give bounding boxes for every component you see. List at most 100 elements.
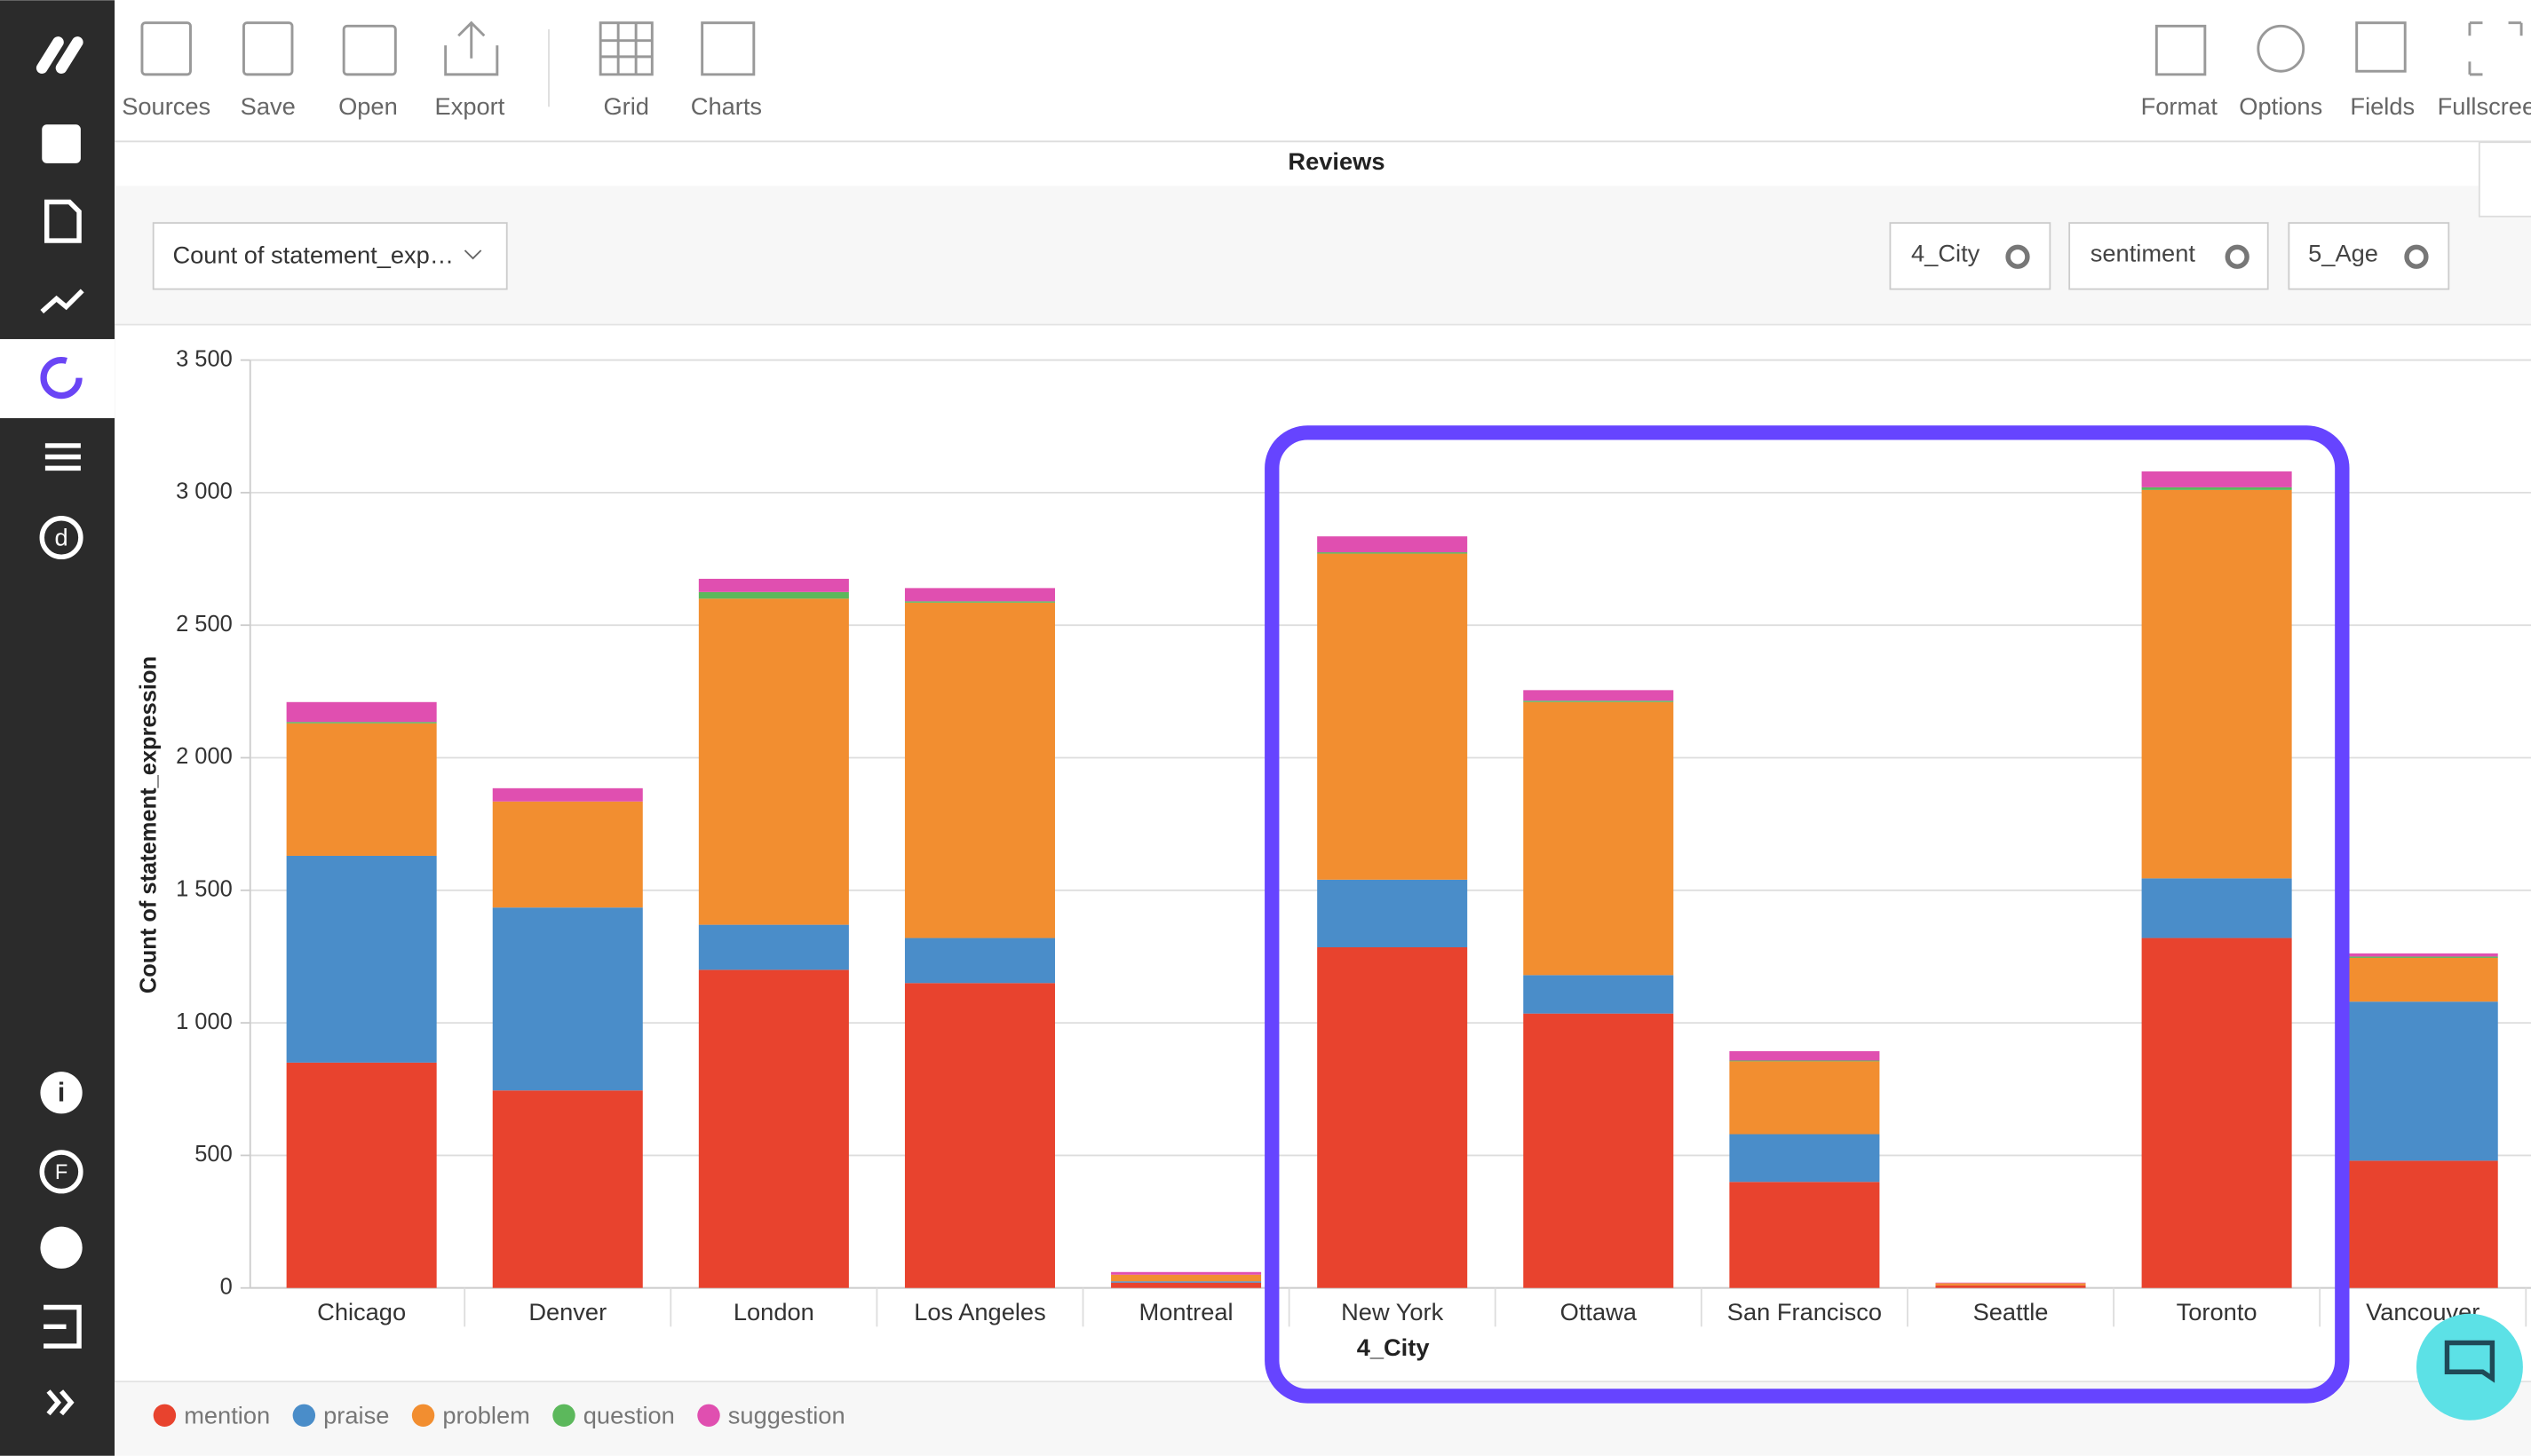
bar-segment [1317,536,1468,553]
toolbar-label[interactable]: Sources [122,92,210,120]
bar-segment [492,801,643,908]
bar-segment [2347,1001,2498,1161]
legend-marker [292,1404,316,1428]
bar-segment [492,907,643,1091]
bar-segment [698,924,849,970]
legend-marker [411,1404,435,1428]
bar-segment [2347,953,2498,957]
gear-icon[interactable] [2225,244,2249,269]
toolbar-label[interactable]: Options [2239,92,2322,120]
chat-button[interactable] [2416,1313,2523,1420]
sidebar [0,0,115,1456]
bar-segment [1729,1182,1880,1288]
legend-label: question [583,1401,675,1428]
y-tick-label: 2 000 [176,744,233,769]
toolbar-label[interactable]: Fields [2350,92,2415,120]
bar-segment [2347,1160,2498,1288]
bar-segment [698,969,849,1288]
bar-segment [286,701,437,723]
bar-segment [1317,879,1468,947]
bar-segment [904,601,1055,603]
x-tick-label: Chicago [317,1298,406,1325]
y-axis-title: Count of statement_expression [137,656,162,993]
filter-button[interactable] [2288,222,2450,290]
legend: mention praise problem question suggestion [153,1401,845,1428]
x-tick-label: Montreal [1139,1298,1234,1325]
toolbar-label[interactable]: Fullscreen [2438,92,2531,120]
toolbar-label[interactable]: Format [2141,92,2218,120]
bar-segment [492,787,643,802]
measure-label[interactable]: Count of statement_exp… [172,241,454,268]
legend-marker [153,1404,177,1428]
bar-segment [2347,957,2498,1002]
y-tick-label: 1 000 [176,1009,233,1034]
svg-text:d: d [54,524,67,551]
filter-label[interactable]: sentiment [2091,240,2196,267]
legend-marker [552,1404,575,1428]
y-tick-label: 500 [194,1142,232,1167]
bar-segment [2141,938,2292,1288]
bar-segment [1729,1134,1880,1183]
x-tick-label: San Francisco [1727,1298,1882,1325]
bar-segment [1317,946,1468,1288]
bar-segment [698,598,849,925]
y-tick-label: 0 [220,1274,233,1299]
bar-segment [1111,1282,1262,1288]
bar-segment [1729,1061,1880,1135]
bar-segment [1317,553,1468,880]
toolbar-label[interactable]: Export [435,92,505,120]
x-tick-label: Ottawa [1560,1298,1638,1325]
legend-label: mention [184,1401,270,1428]
bar-segment [698,578,849,592]
bar-segment [1935,1283,2086,1286]
chart: 0 500 1 000 1 500 2 000 2 500 3 000 3 500 Chicag… [176,346,2531,1327]
highlight-frame [1265,425,2350,1404]
bar-segment [286,722,437,724]
dropdown-arrow [464,249,482,260]
legend-label: problem [442,1401,529,1428]
bar-segment [1111,1271,1262,1275]
toolbar-label[interactable]: Charts [691,92,762,120]
bar-segment [904,602,1055,938]
bar-segment [1523,975,1674,1014]
bar-segment [2141,878,2292,938]
bar-segment [2141,471,2292,487]
y-tick-label: 1 500 [176,877,233,902]
bar-segment [1523,700,1674,702]
bar-segment [1935,1282,2086,1284]
filter-button[interactable] [2068,222,2269,290]
bar-segment [2141,489,2292,879]
bar-segment [1111,1274,1262,1282]
bar-segment [904,588,1055,602]
y-tick-label: 3 000 [176,479,233,504]
x-tick-label: Toronto [2177,1298,2257,1325]
toolbar-label[interactable]: Save [241,92,296,120]
bar-segment [904,938,1055,984]
y-tick-label: 3 500 [176,346,233,371]
bar-segment [1523,701,1674,976]
measure-dropdown[interactable] [152,222,508,290]
legend-marker [697,1404,720,1428]
bar-segment [1935,1285,2086,1288]
chart-title: Reviews [1288,147,1385,175]
y-tick-label: 2 500 [176,612,233,637]
bar-segment [1523,1013,1674,1288]
x-tick-label: London [734,1298,814,1325]
bar-segment [2347,956,2498,958]
collapse-button[interactable] [2478,141,2531,218]
filter-label[interactable]: 5_Age [2308,240,2378,267]
sidebar-letters: d i F [54,524,67,1184]
x-tick-label: Seattle [1973,1298,2049,1325]
gear-icon[interactable] [2005,244,2030,269]
filter-button[interactable] [1889,222,2051,290]
x-tick-label: Los Angeles [914,1298,1045,1325]
gear-icon[interactable] [2404,244,2429,269]
bar-segment [286,1062,437,1288]
bar-segment [1317,552,1468,554]
bar-segment [286,723,437,856]
toolbar-label[interactable]: Grid [603,92,648,120]
x-tick-label: Denver [528,1298,607,1325]
bar-segment [1729,1060,1880,1062]
filter-label[interactable]: 4_City [1911,240,1980,267]
toolbar-label[interactable]: Open [338,92,398,120]
